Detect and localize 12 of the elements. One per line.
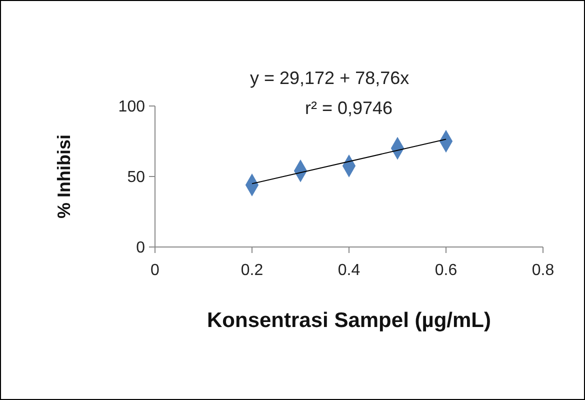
annotation: r² = 0,9746 [305, 98, 393, 118]
x-tick-label: 0.4 [338, 262, 360, 279]
x-tick-label: 0.8 [532, 262, 554, 279]
x-tick-label: 0.2 [240, 262, 264, 279]
x-tick-label: 0 [150, 262, 160, 279]
y-tick-label: 100 [118, 98, 146, 116]
y-tick-label: 50 [127, 169, 146, 186]
text: y = 29,172 + 78,76x [250, 68, 410, 88]
y-tick-label: 0 [136, 240, 146, 257]
x-tick-label: 0.6 [434, 262, 458, 279]
x-axis-title: Konsentrasi Sampel (µg/mL) [207, 309, 491, 332]
y-axis-title: % Inhibisi [54, 134, 74, 219]
